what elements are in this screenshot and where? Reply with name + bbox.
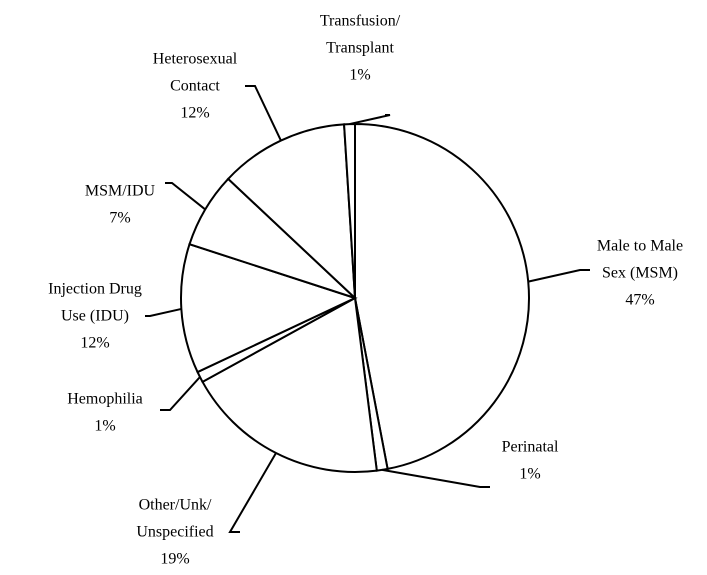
leader-line xyxy=(145,307,182,317)
slice-label: Unspecified xyxy=(136,524,213,541)
slice-label: Transfusion/ xyxy=(320,13,401,30)
leader-line xyxy=(165,182,206,211)
slice-value-label: 7% xyxy=(109,210,130,227)
slice-label: Hemophilia xyxy=(67,391,143,408)
slice-value-label: 1% xyxy=(349,67,370,84)
slice-label: Sex (MSM) xyxy=(602,265,678,282)
slice-value-label: 47% xyxy=(625,292,654,309)
slice-value-label: 1% xyxy=(519,466,540,483)
slice-label: Injection Drug xyxy=(48,281,142,298)
slice-label: MSM/IDU xyxy=(85,183,156,200)
leader-line xyxy=(228,452,277,533)
slice-label: Male to Male xyxy=(597,238,683,255)
pie-slice xyxy=(343,122,356,299)
slice-label: Use (IDU) xyxy=(61,308,129,325)
slice-value-label: 12% xyxy=(180,105,209,122)
leader-line xyxy=(349,114,391,126)
slice-value-label: 19% xyxy=(160,551,189,568)
leader-line xyxy=(528,269,590,283)
leader-line xyxy=(160,376,201,411)
slice-label: Perinatal xyxy=(502,439,559,456)
slice-label: Heterosexual xyxy=(153,51,238,68)
leader-line xyxy=(382,468,490,488)
slice-label: Other/Unk/ xyxy=(139,497,212,514)
slice-label: Transplant xyxy=(326,40,394,57)
pie-slice xyxy=(354,122,530,471)
slice-label: Contact xyxy=(170,78,220,95)
leader-line xyxy=(245,85,282,141)
slice-value-label: 12% xyxy=(80,335,109,352)
slice-value-label: 1% xyxy=(94,418,115,435)
pie-slice xyxy=(201,296,378,473)
